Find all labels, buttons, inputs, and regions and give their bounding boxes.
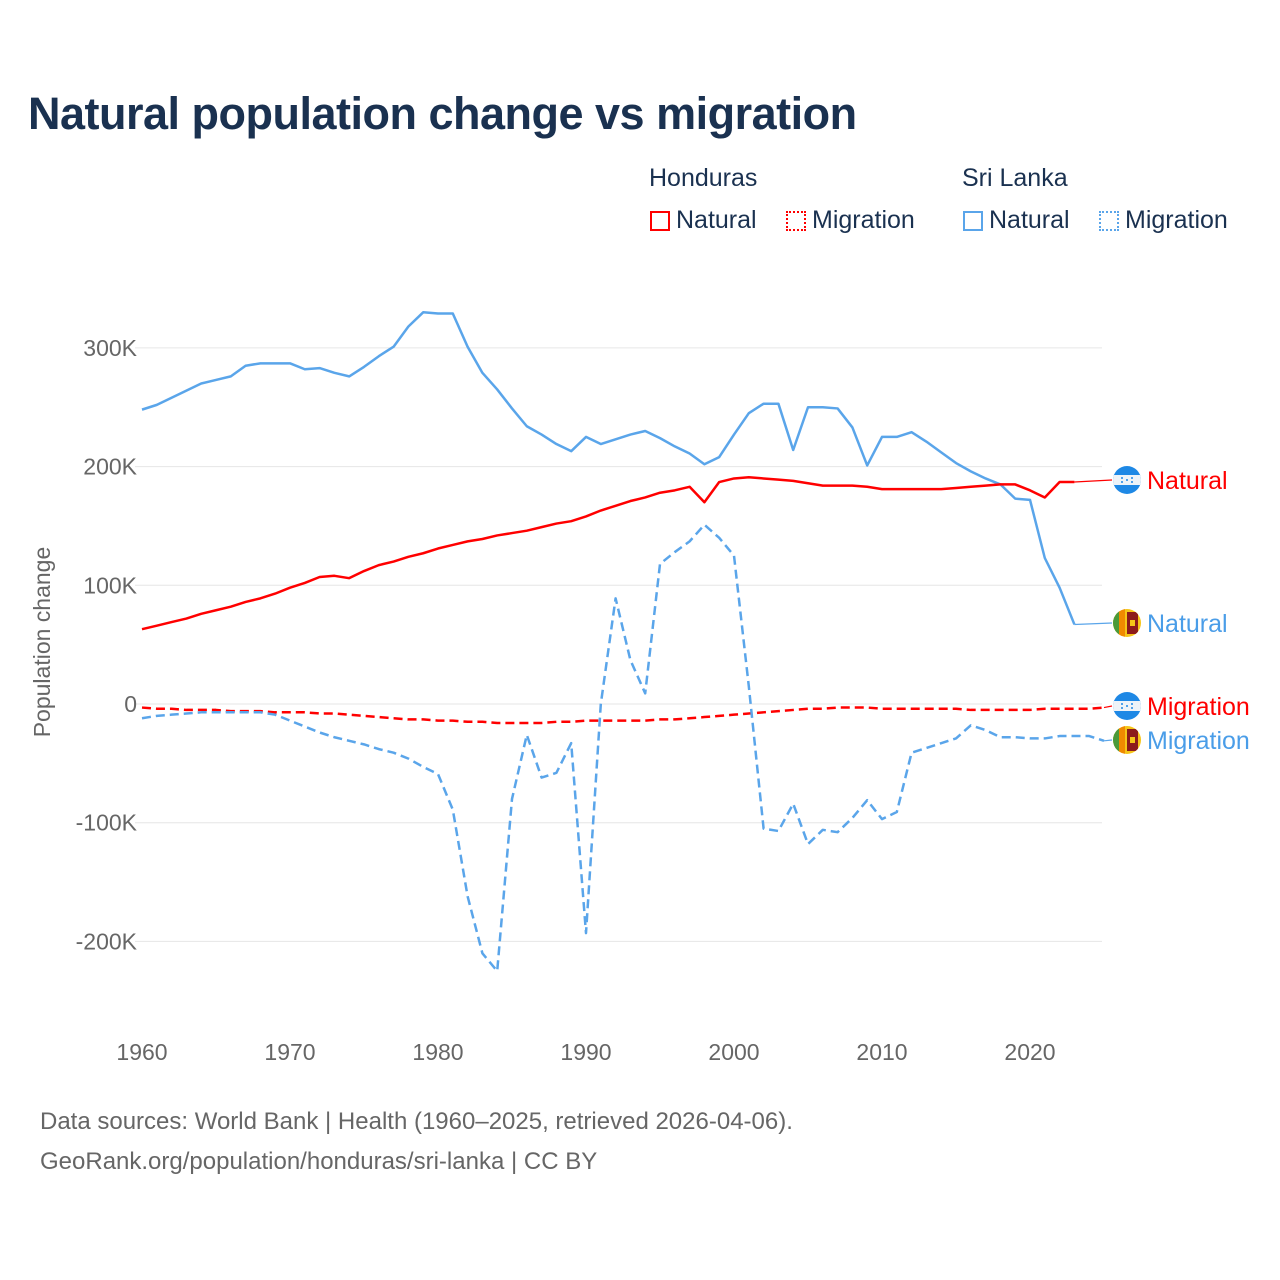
flag-body — [1113, 609, 1141, 637]
series-line-sri-lanka-natural — [141, 311, 1076, 625]
flag-lion — [1130, 620, 1135, 626]
flag-stripe — [1119, 726, 1125, 754]
sri-lanka-flag-icon — [1113, 609, 1141, 637]
legend-group-honduras: Honduras — [649, 164, 758, 192]
flag-body — [1113, 726, 1141, 754]
y-tick-label: 300K — [83, 335, 137, 361]
y-tick-label: -100K — [76, 810, 138, 836]
honduras-flag-icon — [1113, 466, 1141, 494]
label-connector — [1103, 705, 1113, 709]
flag-field — [1127, 729, 1138, 751]
series-line-honduras-migration — [141, 706, 1105, 725]
legend-honduras-natural[interactable]: Natural — [650, 206, 757, 235]
legend-group-sri-lanka: Sri Lanka — [962, 164, 1068, 192]
series-line-sri-lanka-migration — [141, 523, 1105, 973]
flag-stripe — [1119, 609, 1125, 637]
legend-label: Natural — [676, 206, 757, 234]
flag-star — [1126, 705, 1128, 707]
y-tick-label: -200K — [76, 928, 138, 954]
footer-sources: Data sources: World Bank | Health (1960–… — [40, 1108, 793, 1135]
y-tick-label: 0 — [124, 691, 137, 717]
legend-swatch-solid — [963, 210, 983, 231]
flag-body — [1113, 692, 1141, 720]
flag-stripe — [1113, 466, 1141, 494]
y-axis-label: Population change — [29, 547, 55, 738]
y-tick-label: 200K — [83, 454, 137, 480]
flag-star — [1131, 707, 1133, 709]
chart-title: Natural population change vs migration — [28, 88, 857, 139]
flag-star — [1121, 703, 1123, 705]
sri-lanka-flag-icon — [1113, 726, 1141, 754]
x-tick-label: 2000 — [708, 1039, 759, 1065]
flag-star — [1131, 703, 1133, 705]
flag-field — [1127, 612, 1138, 634]
x-tick-label: 1990 — [560, 1039, 611, 1065]
series-end-label: Natural — [1147, 610, 1228, 638]
flag-star — [1121, 477, 1123, 479]
series-end-label: Migration — [1147, 727, 1250, 755]
x-tick-label: 1970 — [264, 1039, 315, 1065]
legend-honduras-migration[interactable]: Migration — [786, 206, 915, 235]
label-connector — [1103, 739, 1113, 742]
label-connector — [1074, 622, 1113, 626]
footer-link[interactable]: GeoRank.org/population/honduras/sri-lank… — [40, 1148, 598, 1175]
flag-star — [1131, 481, 1133, 483]
flag-star — [1126, 479, 1128, 481]
flag-stripe — [1113, 701, 1141, 711]
legend-label: Migration — [812, 206, 915, 234]
series-end-label: Migration — [1147, 693, 1250, 721]
legend-sri-lanka-migration[interactable]: Migration — [1099, 206, 1228, 235]
flag-stripe — [1113, 726, 1119, 754]
flag-star — [1121, 707, 1123, 709]
flag-star — [1131, 477, 1133, 479]
flag-bg — [1113, 726, 1141, 754]
x-tick-label: 2010 — [856, 1039, 907, 1065]
legend-swatch-dotted — [786, 210, 806, 231]
flag-stripe — [1113, 692, 1141, 720]
series-line-honduras-natural — [141, 476, 1075, 631]
legend-label: Natural — [989, 206, 1070, 234]
flag-lion — [1130, 737, 1135, 743]
legend-swatch-dotted — [1099, 210, 1119, 231]
flag-stripe — [1113, 609, 1119, 637]
x-tick-label: 1960 — [116, 1039, 167, 1065]
flag-body — [1113, 466, 1141, 494]
legend-swatch-solid — [650, 210, 670, 231]
flag-stripe — [1113, 475, 1141, 485]
honduras-flag-icon — [1113, 692, 1141, 720]
legend-sri-lanka-natural[interactable]: Natural — [963, 206, 1070, 235]
series-end-label: Natural — [1147, 467, 1228, 495]
label-connector — [1074, 479, 1113, 483]
x-tick-label: 1980 — [412, 1039, 463, 1065]
flag-bg — [1113, 609, 1141, 637]
y-tick-label: 100K — [83, 572, 137, 598]
flag-star — [1121, 481, 1123, 483]
x-tick-label: 2020 — [1004, 1039, 1055, 1065]
legend-label: Migration — [1125, 206, 1228, 234]
